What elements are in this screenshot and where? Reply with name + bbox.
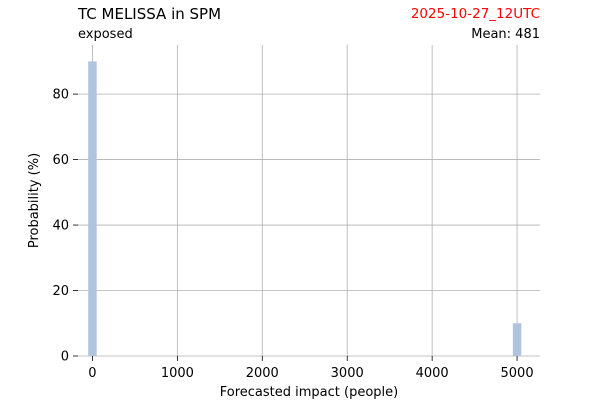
histogram-bar	[88, 61, 97, 357]
mean-value: Mean: 481	[471, 27, 540, 42]
forecast-date: 2025-10-27_12UTC	[410, 6, 540, 22]
chart-subtitle: exposed	[78, 27, 133, 42]
y-axis-label: Probability (%)	[27, 153, 42, 248]
y-tick-label: 40	[52, 219, 69, 234]
x-axis-ticks: 0 1000 2000 3000 4000 5000	[88, 356, 534, 381]
x-tick-label: 0	[88, 366, 96, 381]
x-tick-label: 4000	[416, 366, 449, 381]
y-tick-label: 60	[52, 153, 69, 168]
y-tick-label: 0	[61, 350, 69, 365]
y-tick-label: 20	[52, 284, 69, 299]
bars	[88, 61, 522, 357]
x-tick-label: 3000	[331, 366, 364, 381]
grid-lines	[78, 45, 540, 357]
y-axis-ticks: 0 20 40 60 80	[52, 88, 78, 365]
histogram-bar	[512, 323, 522, 356]
x-tick-label: 1000	[161, 366, 194, 381]
chart-title: TC MELISSA in SPM	[78, 5, 222, 23]
y-tick-label: 80	[52, 88, 69, 103]
x-axis-label: Forecasted impact (people)	[220, 385, 398, 400]
x-tick-label: 5000	[501, 366, 534, 381]
x-tick-label: 2000	[246, 366, 279, 381]
